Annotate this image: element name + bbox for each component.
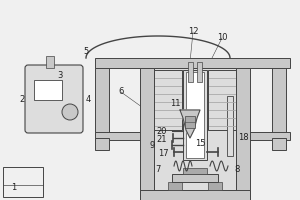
Text: 9: 9 xyxy=(149,142,154,150)
Bar xyxy=(154,68,236,190)
Bar xyxy=(95,58,290,68)
Text: 5: 5 xyxy=(83,47,88,56)
Text: 10: 10 xyxy=(217,33,227,43)
Text: 12: 12 xyxy=(188,27,198,36)
Bar xyxy=(272,68,286,135)
Bar xyxy=(140,68,154,200)
Bar xyxy=(227,96,233,156)
Text: 8: 8 xyxy=(234,166,240,174)
Text: 20: 20 xyxy=(157,128,167,136)
Text: 21: 21 xyxy=(157,136,167,144)
Bar xyxy=(3,167,43,197)
Bar xyxy=(208,70,236,130)
Bar xyxy=(34,80,62,100)
Bar xyxy=(208,182,222,190)
Text: 1: 1 xyxy=(11,184,16,192)
Text: 3: 3 xyxy=(57,72,63,80)
Text: 2: 2 xyxy=(20,96,25,104)
Bar xyxy=(183,168,207,174)
Circle shape xyxy=(62,104,78,120)
Bar xyxy=(95,132,290,140)
Bar xyxy=(95,138,109,150)
Bar xyxy=(168,182,182,190)
Bar xyxy=(272,138,286,150)
Bar xyxy=(183,70,207,160)
Bar xyxy=(186,72,204,158)
Bar xyxy=(185,116,195,128)
Text: 7: 7 xyxy=(155,166,161,174)
Bar xyxy=(95,68,109,135)
Text: 18: 18 xyxy=(238,134,248,142)
Bar xyxy=(197,62,202,82)
Text: 11: 11 xyxy=(170,99,180,108)
Bar xyxy=(236,68,250,200)
Bar xyxy=(188,62,193,82)
Bar xyxy=(140,190,250,200)
Text: 4: 4 xyxy=(85,96,91,104)
Text: 15: 15 xyxy=(195,140,205,148)
Bar xyxy=(172,174,218,182)
FancyBboxPatch shape xyxy=(25,65,83,133)
Bar xyxy=(46,56,54,68)
Polygon shape xyxy=(180,110,200,138)
Bar xyxy=(154,70,182,130)
Text: 6: 6 xyxy=(118,88,124,97)
Text: 17: 17 xyxy=(158,150,168,158)
